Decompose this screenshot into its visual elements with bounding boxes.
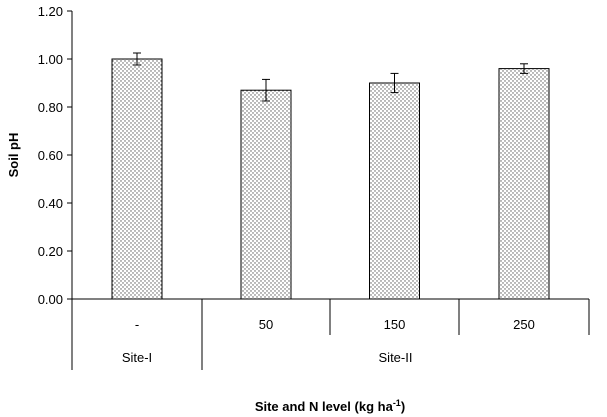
y-tick-label: 0.40 xyxy=(38,196,63,211)
bar xyxy=(498,68,550,300)
y-tick-label: 0.20 xyxy=(38,244,63,259)
y-axis-title: Soil pH xyxy=(6,133,21,178)
y-tick-label: 1.20 xyxy=(38,4,63,19)
y-tick-label: 0.60 xyxy=(38,148,63,163)
x-category-label: - xyxy=(135,317,139,332)
x-axis-title-superscript: -1 xyxy=(393,398,401,408)
y-axis-ticks: 0.00 0.20 0.40 0.60 0.80 1.00 1.20 xyxy=(38,4,72,307)
bar xyxy=(240,89,292,300)
x-category-label: 50 xyxy=(259,317,273,332)
x-group-label: Site-I xyxy=(122,350,152,365)
category-table: - 50 150 250 Site-I Site-II xyxy=(71,298,590,370)
y-tick-label: 0.00 xyxy=(38,292,63,307)
x-axis-title-text: Site and N level (kg ha xyxy=(255,399,394,414)
y-tick-label: 1.00 xyxy=(38,52,63,67)
bar xyxy=(111,58,163,300)
x-category-label: 150 xyxy=(384,317,406,332)
x-group-label: Site-II xyxy=(379,350,413,365)
y-tick-label: 0.80 xyxy=(38,100,63,115)
bars xyxy=(111,52,550,300)
bar xyxy=(369,82,420,300)
x-category-label: 250 xyxy=(513,317,535,332)
x-axis-title: Site and N level (kg ha-1) xyxy=(255,398,405,414)
x-axis-title-end: ) xyxy=(401,399,405,414)
